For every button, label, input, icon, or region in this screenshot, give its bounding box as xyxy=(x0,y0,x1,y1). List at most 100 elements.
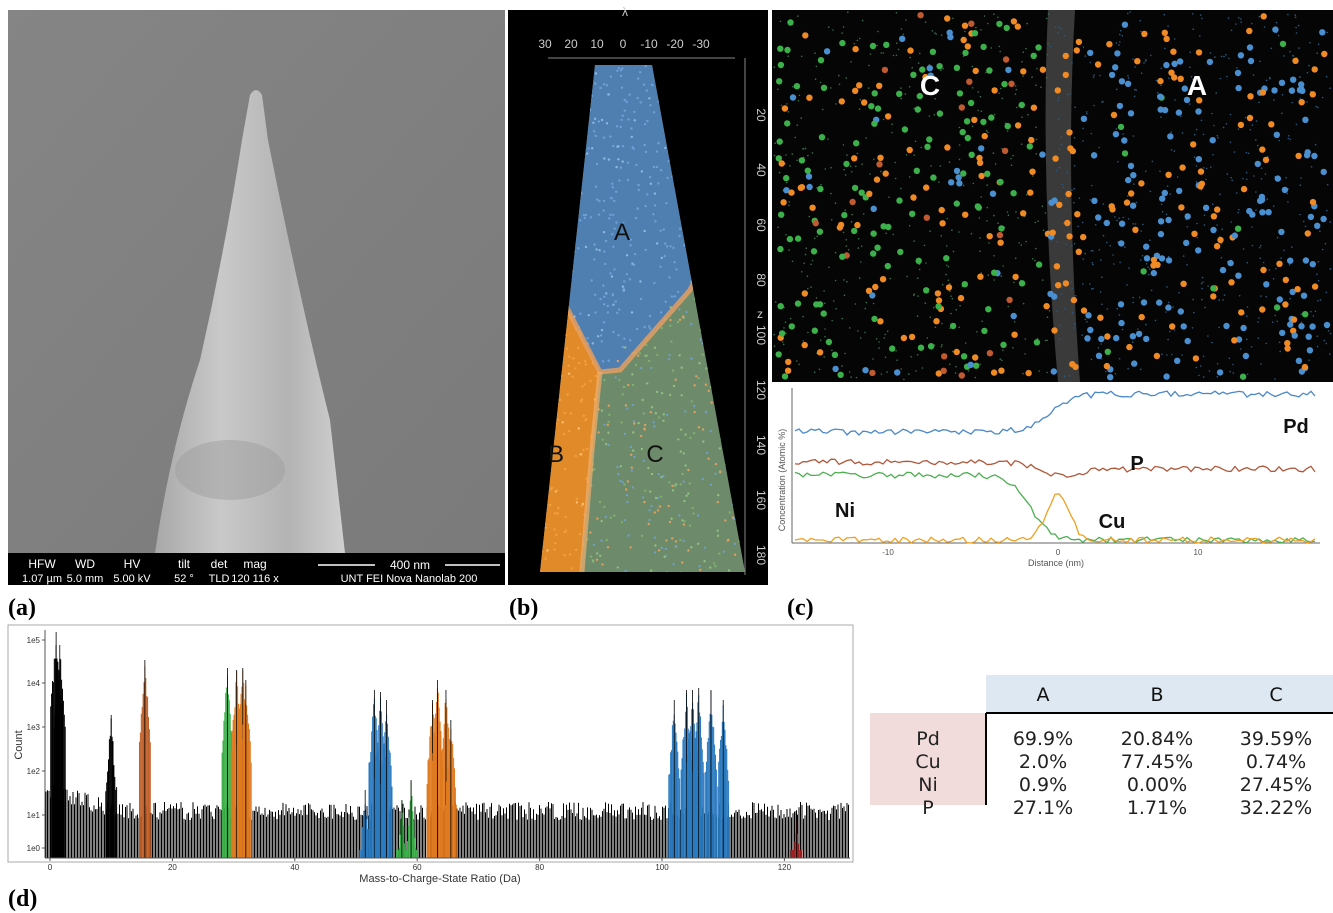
atom xyxy=(1162,190,1168,196)
atom xyxy=(1022,373,1024,375)
atom xyxy=(1157,92,1159,94)
atom xyxy=(866,302,868,304)
atom xyxy=(1266,80,1268,82)
atom xyxy=(1302,311,1308,317)
atom xyxy=(664,242,666,244)
atom xyxy=(1145,324,1147,326)
atom xyxy=(1257,198,1263,204)
atom xyxy=(788,55,790,57)
atom xyxy=(1086,111,1088,113)
atom xyxy=(979,364,981,366)
atom xyxy=(557,507,559,509)
atom xyxy=(567,365,569,367)
atom xyxy=(675,546,677,548)
atom xyxy=(877,155,883,161)
atom xyxy=(598,120,600,122)
atom xyxy=(825,168,827,170)
atom xyxy=(1161,353,1163,355)
atom xyxy=(1034,339,1040,345)
atom xyxy=(1295,17,1297,19)
atom xyxy=(1200,365,1202,367)
atom xyxy=(1113,335,1119,341)
atom xyxy=(1265,209,1271,215)
atom xyxy=(979,217,981,219)
atom xyxy=(1303,257,1309,263)
atom xyxy=(792,261,794,263)
atom xyxy=(1160,85,1162,87)
atom xyxy=(628,93,630,95)
atom xyxy=(831,320,833,322)
atom xyxy=(949,161,951,163)
atom xyxy=(841,32,843,34)
atom xyxy=(611,183,613,185)
atom xyxy=(1128,218,1130,220)
atom xyxy=(599,501,601,503)
atom xyxy=(703,560,705,562)
atom xyxy=(1267,198,1269,200)
atom xyxy=(987,207,989,209)
atom xyxy=(918,62,920,64)
atom xyxy=(1080,234,1086,240)
atom xyxy=(830,193,832,195)
atom xyxy=(1299,76,1301,78)
atom xyxy=(991,47,993,49)
atom xyxy=(797,15,799,17)
atom xyxy=(818,57,824,63)
atom xyxy=(1000,88,1002,90)
atom xyxy=(650,570,652,572)
atom xyxy=(927,337,929,339)
atom xyxy=(1042,205,1044,207)
atom xyxy=(665,202,667,204)
atom xyxy=(672,489,674,491)
atom xyxy=(626,273,628,275)
atom xyxy=(1182,132,1184,134)
atom xyxy=(870,250,876,256)
atom xyxy=(986,130,988,132)
atom xyxy=(925,21,927,23)
atom xyxy=(1100,343,1102,345)
atom xyxy=(627,162,629,164)
atom xyxy=(1079,197,1081,199)
atom xyxy=(661,257,663,259)
atom xyxy=(631,373,633,375)
atom xyxy=(1202,277,1204,279)
atom xyxy=(1015,85,1017,87)
atom xyxy=(1290,77,1296,83)
atom xyxy=(584,217,586,219)
atom xyxy=(930,165,932,167)
atom xyxy=(1229,371,1231,373)
atom xyxy=(1035,44,1041,50)
atom xyxy=(1276,261,1282,267)
atom xyxy=(976,155,982,161)
atom xyxy=(824,328,826,330)
atom xyxy=(593,130,595,132)
atom xyxy=(593,544,595,546)
atom xyxy=(1275,175,1281,181)
atom xyxy=(1155,320,1157,322)
atom xyxy=(1136,331,1142,337)
atom xyxy=(1164,14,1166,16)
atom xyxy=(1211,342,1213,344)
atom xyxy=(1326,210,1328,212)
atom xyxy=(1020,210,1026,216)
cell: 77.45% xyxy=(1121,751,1193,773)
atom xyxy=(684,410,686,412)
atom xyxy=(1318,43,1320,45)
atom xyxy=(841,212,847,218)
atom xyxy=(1219,299,1221,301)
atom xyxy=(788,189,794,195)
atom xyxy=(860,261,862,263)
atom xyxy=(615,191,617,193)
atom xyxy=(880,52,882,54)
atom xyxy=(643,460,645,462)
atom xyxy=(1179,164,1185,170)
atom xyxy=(685,495,687,497)
atom xyxy=(1261,13,1267,19)
atom xyxy=(942,68,944,70)
atom xyxy=(638,189,640,191)
atom xyxy=(1246,339,1248,341)
atom xyxy=(1259,247,1261,249)
atom xyxy=(652,421,654,423)
atom xyxy=(1299,99,1305,105)
atom xyxy=(1166,354,1168,356)
